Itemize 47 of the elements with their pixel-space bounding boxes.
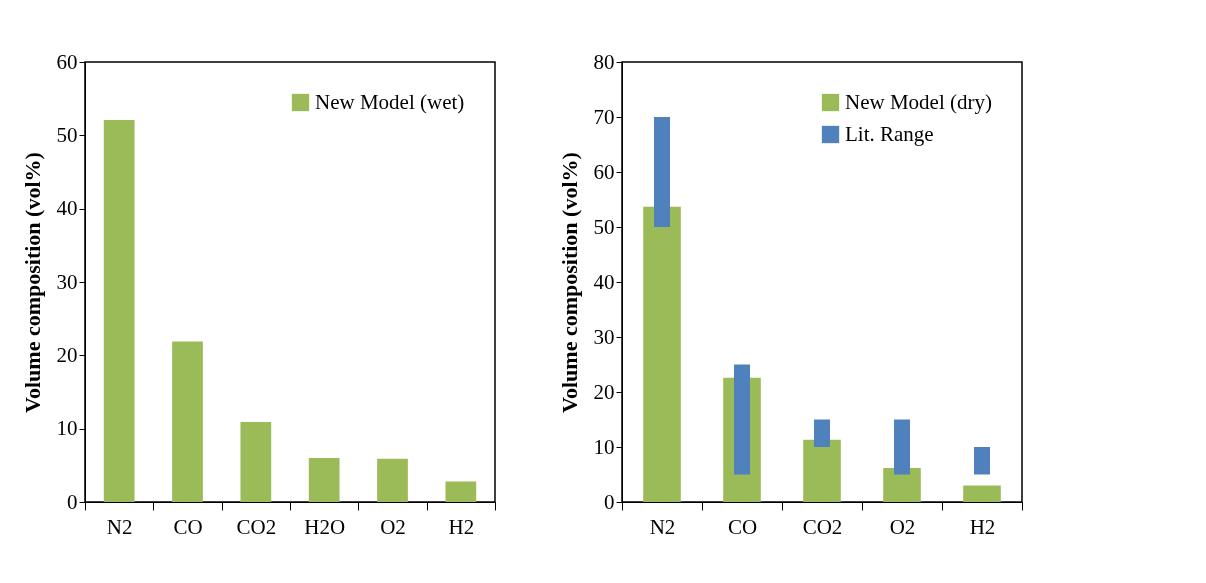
y-tick-label: 40 [56,196,78,221]
y-tick-label: 20 [593,379,615,404]
x-tick-label: N2 [649,514,676,539]
y-tick-label: 30 [56,269,78,294]
bar [894,419,910,475]
x-tick-label: CO2 [802,514,843,539]
bar [240,422,272,502]
bar [103,119,135,502]
legend-label: New Model (dry) [845,89,992,114]
bar [445,481,477,502]
y-tick-label: 60 [56,49,78,74]
bar [654,117,670,227]
y-tick-label: 10 [56,416,78,441]
x-tick-label: H2 [969,514,996,539]
y-tick-label: 60 [593,159,615,184]
y-tick-label: 0 [67,489,78,514]
bar [963,485,1001,502]
x-tick-label: O2 [380,514,406,539]
y-tick-label: 20 [56,342,78,367]
y-tick-label: 80 [593,49,615,74]
x-tick-label: CO [173,514,203,539]
y-tick-label: 40 [593,269,615,294]
legend-label: Lit. Range [845,121,934,146]
y-tick-label: 0 [604,489,615,514]
bar [883,467,921,502]
bar [814,419,830,447]
legend-label: New Model (wet) [315,89,465,114]
bar [377,458,408,502]
bar [734,364,750,475]
x-tick-label: H2 [448,514,475,539]
y-tick-label: 70 [593,104,615,129]
bar [803,439,841,502]
y-tick-label: 50 [593,214,615,239]
y-axis-title: Volume composition (vol%) [19,152,45,413]
bar [643,206,681,502]
x-tick-label: H2O [304,514,346,539]
bar [172,341,203,502]
y-tick-label: 30 [593,324,615,349]
bar [308,458,340,502]
bar [974,447,990,475]
y-tick-label: 10 [593,434,615,459]
y-tick-label: 50 [56,122,78,147]
x-tick-label: O2 [889,514,916,539]
x-tick-label: CO [727,514,758,539]
x-tick-label: CO2 [236,514,277,539]
x-tick-label: N2 [106,514,133,539]
y-axis-title: Volume composition (vol%) [556,152,582,413]
